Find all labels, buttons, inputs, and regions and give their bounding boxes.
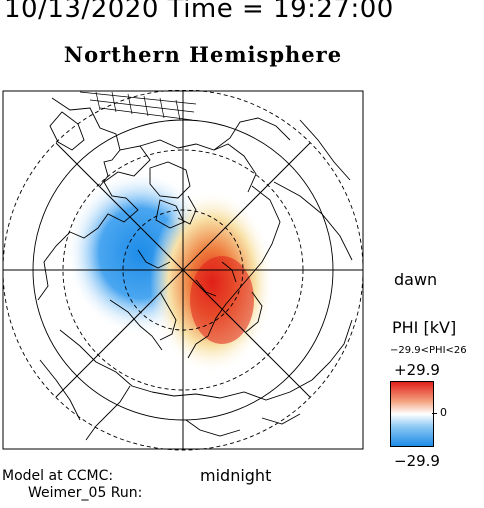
plot-title: Northern Hemisphere	[63, 42, 343, 67]
colorbar-title: PHI [kV]	[392, 318, 457, 337]
colorbar-zero-label: 0	[440, 406, 447, 419]
polar-map	[2, 90, 364, 451]
timestamp: 10/13/2020 Time = 19:27:00	[4, 0, 394, 24]
colorbar-max-label: +29.9	[394, 361, 440, 379]
colorbar-zero-tick	[432, 413, 437, 414]
colorbar	[390, 381, 434, 447]
colorbar-range: −29.9<PHI<26	[390, 345, 467, 356]
meridian-diagonal-2	[55, 142, 311, 398]
run-label: Weimer_05 Run:	[28, 485, 143, 501]
model-label: Model at CCMC:	[2, 468, 114, 484]
midnight-label: midnight	[200, 466, 272, 485]
graticule-fragment	[79, 91, 197, 121]
positive-potential-core	[190, 256, 254, 344]
colorbar-min-label: −29.9	[394, 452, 440, 470]
dawn-label: dawn	[394, 270, 438, 289]
